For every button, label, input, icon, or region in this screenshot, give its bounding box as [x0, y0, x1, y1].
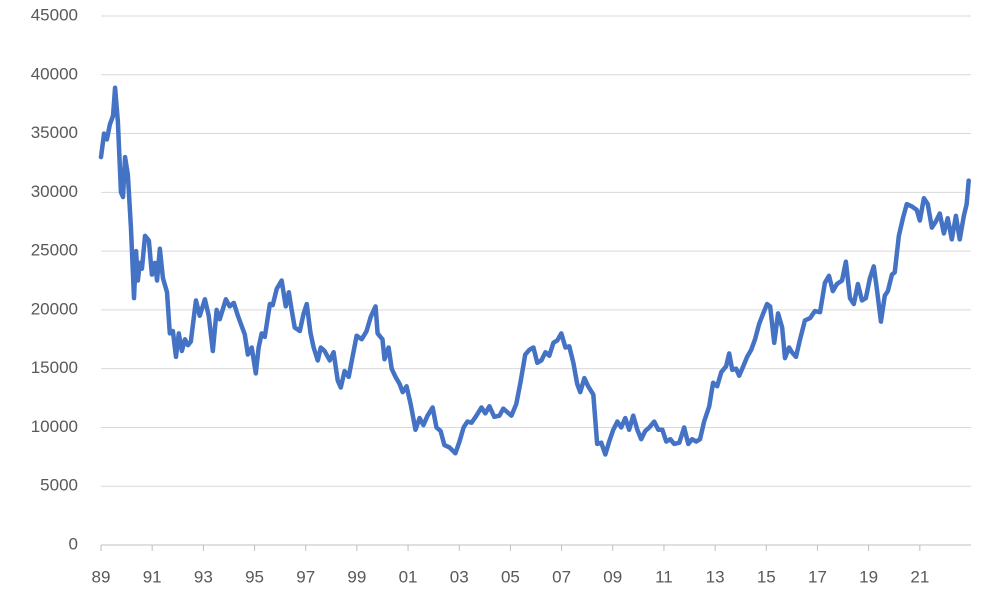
x-tick-label: 99	[347, 567, 366, 586]
x-tick-label: 09	[603, 567, 622, 586]
x-tick-label: 13	[706, 567, 725, 586]
x-tick-label: 91	[143, 567, 162, 586]
y-tick-label: 15000	[31, 358, 78, 377]
x-tick-label: 07	[552, 567, 571, 586]
x-tick-label: 21	[910, 567, 929, 586]
x-tick-label: 17	[808, 567, 827, 586]
x-tick-label: 15	[757, 567, 776, 586]
x-tick-label: 03	[450, 567, 469, 586]
y-tick-label: 25000	[31, 241, 78, 260]
x-tick-label: 01	[399, 567, 418, 586]
x-tick-label: 95	[245, 567, 264, 586]
line-series	[98, 85, 971, 457]
x-tick-label: 19	[859, 567, 878, 586]
x-tick-label: 89	[92, 567, 111, 586]
y-tick-label: 5000	[40, 476, 78, 495]
y-tick-label: 0	[69, 534, 78, 553]
y-tick-label: 45000	[31, 5, 78, 24]
x-tick-label: 05	[501, 567, 520, 586]
x-tick-label: 97	[296, 567, 315, 586]
y-tick-label: 40000	[31, 64, 78, 83]
y-tick-label: 35000	[31, 123, 78, 142]
x-tick-label: 11	[655, 567, 673, 586]
y-tick-label: 20000	[31, 299, 78, 318]
y-tick-label: 30000	[31, 182, 78, 201]
y-tick-label: 10000	[31, 417, 78, 436]
x-tick-label: 93	[194, 567, 213, 586]
